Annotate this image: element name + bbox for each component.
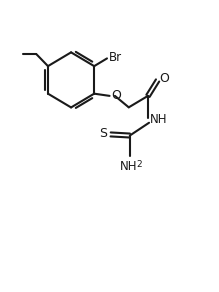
Text: S: S (99, 127, 107, 140)
Text: NH: NH (150, 112, 168, 126)
Text: O: O (159, 72, 169, 85)
Text: 2: 2 (136, 160, 142, 169)
Text: Br: Br (108, 51, 122, 64)
Text: O: O (111, 89, 121, 102)
Text: NH: NH (120, 160, 138, 173)
